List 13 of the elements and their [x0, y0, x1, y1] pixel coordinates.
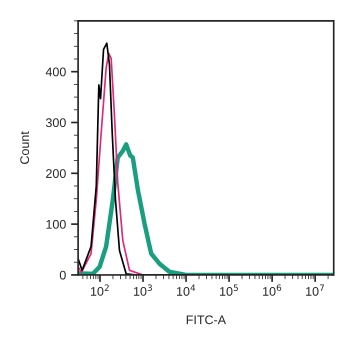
x-tick-label: 10$^{2}$: [90, 284, 109, 296]
x-tick-label: 10$^{5}$: [220, 284, 238, 296]
y-tick-label: 0: [60, 270, 66, 280]
x-tick-label: 10$^{4}$: [177, 284, 196, 296]
y-tick-label: 400: [46, 67, 66, 76]
x-tick-label: 10$^{7}$: [306, 284, 324, 296]
x-tick-label: 10$^{6}$: [263, 284, 282, 296]
y-tick-label: 200: [46, 169, 66, 178]
y-tick-label: 100: [46, 220, 66, 229]
y-axis-title: Count: [20, 131, 30, 164]
x-tick-label: 10$^{3}$: [134, 284, 152, 296]
x-axis-title: FITC-A: [186, 315, 226, 324]
y-tick-label: 300: [46, 118, 66, 128]
